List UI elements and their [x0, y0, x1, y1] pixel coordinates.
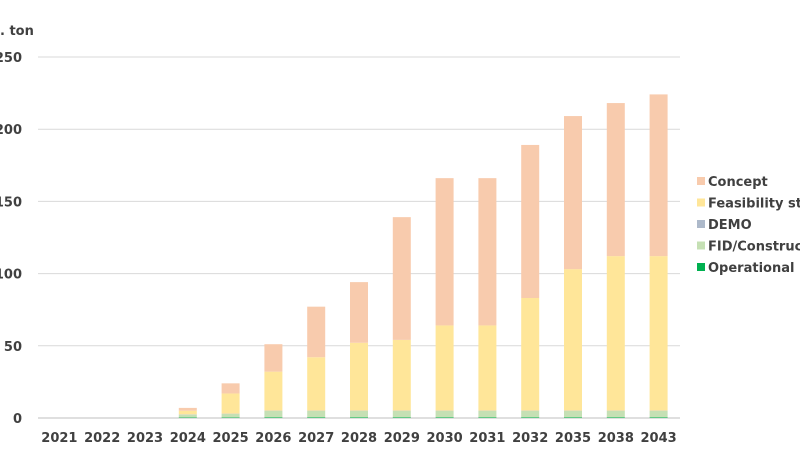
bars [178, 94, 668, 418]
bar-segment-fid-construction-2038 [606, 410, 625, 418]
legend: Concept Feasibility study DEMO FID/Construc… [697, 175, 800, 276]
bar-segment-feasibility-study-2028 [350, 342, 368, 411]
bar-segment-fid-construction-2028 [350, 410, 368, 418]
bar-segment-feasibility-study-2025 [221, 393, 240, 414]
y-axis-ticks: 0 50 100 150 200 250 [0, 51, 22, 427]
bar-segment-fid-construction-2029 [392, 410, 411, 418]
bar-segment-fid-construction-2043 [649, 410, 668, 418]
legend-label: Operational [708, 261, 794, 276]
legend-label: Concept [708, 175, 768, 190]
bar-segment-fid-construction-2026 [264, 410, 283, 418]
legend-label: Feasibility study [708, 197, 800, 212]
bar-segment-fid-construction-2030 [435, 410, 454, 418]
legend-label: DEMO [708, 218, 752, 233]
bar-segment-fid-construction-2025 [221, 413, 240, 418]
x-tick-label: 2024 [170, 431, 206, 446]
bar-segment-feasibility-study-2024 [178, 410, 197, 415]
x-tick-label: 2022 [84, 431, 120, 446]
x-tick-label: 2023 [127, 431, 163, 446]
x-tick-label: 2029 [384, 431, 420, 446]
bar-segment-fid-construction-2031 [478, 410, 497, 418]
bar-segment-operational-2027 [307, 417, 326, 418]
bar-segment-concept-2030 [435, 178, 454, 326]
x-tick-label: 2028 [341, 431, 377, 446]
legend-swatch-operational [697, 263, 705, 271]
bar-segment-operational-2028 [350, 417, 368, 418]
bar-segment-feasibility-study-2035 [564, 269, 582, 411]
bar-segment-concept-2029 [392, 217, 411, 340]
bar-segment-operational-2030 [435, 417, 454, 418]
x-tick-label: 2043 [641, 431, 677, 446]
y-axis-unit-label: . ton [0, 24, 34, 39]
x-axis-ticks: 2021 2022 2023 2024 2025 2026 2027 2028 2029 2030… [41, 431, 676, 446]
bar-segment-feasibility-study-2029 [392, 339, 411, 411]
legend-swatch-fid-construction [697, 241, 705, 250]
bar-segment-operational-2035 [564, 417, 582, 418]
legend-label: FID/Construction [708, 240, 800, 255]
x-tick-label: 2038 [598, 431, 634, 446]
bar-segment-feasibility-study-2038 [606, 256, 625, 411]
bar-segment-concept-2035 [564, 116, 582, 270]
bar-segment-fid-construction-2035 [564, 410, 582, 418]
bar-segment-operational-2031 [478, 417, 497, 418]
x-tick-label: 2031 [469, 431, 505, 446]
legend-swatch-concept [697, 177, 705, 185]
bar-segment-feasibility-study-2027 [307, 357, 326, 411]
bar-segment-concept-2038 [606, 103, 625, 257]
bar-segment-operational-2043 [649, 417, 668, 418]
y-tick-label: 150 [0, 195, 22, 210]
bar-segment-concept-2024 [178, 407, 197, 411]
bar-segment-operational-2032 [521, 417, 540, 418]
y-tick-label: 0 [13, 412, 22, 427]
bar-segment-fid-construction-2032 [521, 410, 540, 418]
bar-segment-feasibility-study-2031 [478, 325, 497, 411]
legend-swatch-demo [697, 220, 705, 228]
x-tick-label: 2035 [555, 431, 591, 446]
bar-segment-concept-2031 [478, 178, 497, 326]
x-tick-label: 2025 [213, 431, 249, 446]
bar-segment-operational-2038 [606, 417, 625, 418]
bar-segment-operational-2029 [392, 417, 411, 418]
bar-segment-feasibility-study-2032 [521, 298, 540, 411]
x-tick-label: 2032 [512, 431, 548, 446]
legend-swatch-feasibility-study [697, 198, 705, 207]
bar-segment-feasibility-study-2030 [435, 325, 454, 411]
bar-segment-operational-2026 [264, 417, 283, 418]
bar-segment-concept-2032 [521, 144, 540, 299]
y-tick-label: 200 [0, 123, 22, 138]
x-tick-label: 2030 [427, 431, 463, 446]
bar-segment-fid-construction-2027 [307, 410, 326, 418]
bar-segment-concept-2025 [221, 383, 240, 394]
y-tick-label: 100 [0, 268, 22, 283]
bar-segment-concept-2027 [307, 306, 326, 358]
bar-segment-fid-construction-2024 [178, 414, 197, 418]
y-tick-label: 250 [0, 51, 22, 66]
x-tick-label: 2026 [255, 431, 291, 446]
x-tick-label: 2027 [298, 431, 334, 446]
bar-segment-concept-2043 [649, 94, 668, 257]
x-tick-label: 2021 [41, 431, 77, 446]
bar-segment-feasibility-study-2043 [649, 256, 668, 411]
bar-segment-feasibility-study-2026 [264, 371, 283, 411]
bar-segment-concept-2028 [350, 282, 368, 343]
bar-segment-concept-2026 [264, 344, 283, 372]
y-tick-label: 50 [4, 340, 22, 355]
